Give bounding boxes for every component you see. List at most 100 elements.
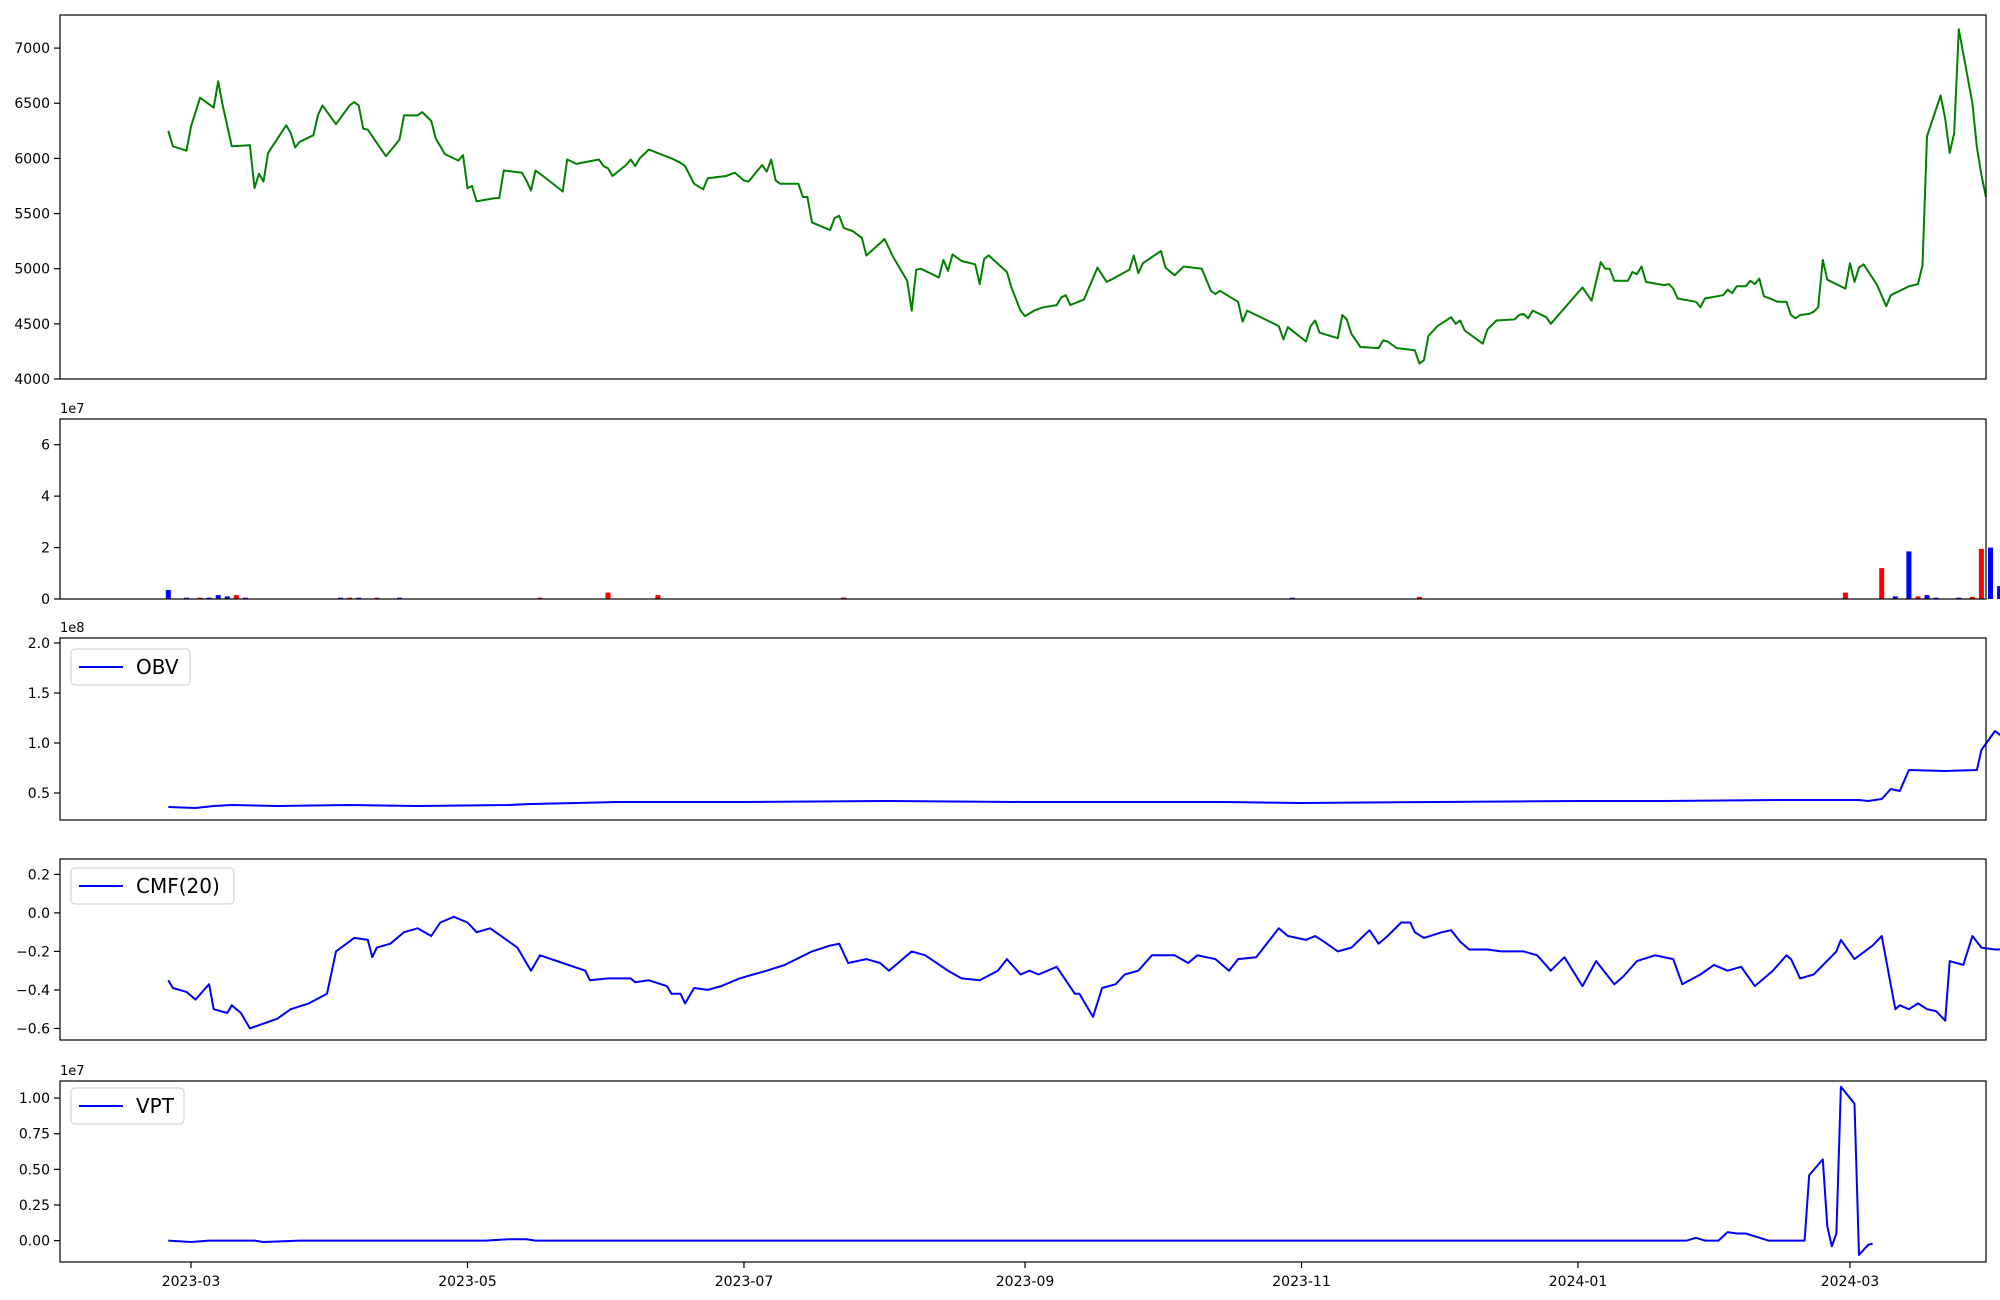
x-tick-label: 2023-07 <box>715 1274 774 1290</box>
volume-bar <box>215 595 221 599</box>
vpt-legend-box <box>70 1087 185 1125</box>
obv-legend-label: OBV <box>136 655 179 679</box>
vpt-axes-frame <box>59 1080 1987 1263</box>
y-tick-label: 0 <box>41 592 50 608</box>
volume-bar <box>374 597 380 599</box>
y-tick-label: 0.25 <box>19 1198 50 1214</box>
volume-bar <box>356 597 362 599</box>
cmf-y-axis: −0.6 −0.4 −0.2 0.0 0.2 <box>16 867 60 1037</box>
volume-bar <box>1289 597 1295 599</box>
y-tick-label: 7000 <box>14 41 50 57</box>
volume-bar <box>1892 596 1898 599</box>
x-tick-label: 2023-09 <box>996 1274 1055 1290</box>
y-tick-label: 6 <box>41 438 50 454</box>
price-series-line <box>167 28 1987 365</box>
x-tick-label: 2024-03 <box>1821 1274 1880 1290</box>
vpt-legend-label: VPT <box>136 1094 175 1118</box>
price-panel: 4000 4500 5000 5500 6000 6500 7000 <box>14 14 1987 388</box>
obv-legend: OBV <box>70 648 191 686</box>
date-x-axis: 2023-03 2023-05 2023-07 2023-09 2023-11 2024-… <box>162 1262 1879 1290</box>
y-tick-label: −0.4 <box>16 983 50 999</box>
volume-bar <box>655 595 661 599</box>
obv-scale-label: 1e8 <box>60 621 85 636</box>
volume-bar <box>347 597 353 599</box>
y-tick-label: 5500 <box>14 207 50 223</box>
y-tick-label: 0.0 <box>28 906 50 922</box>
obv-panel: 0.5 1.0 1.5 2.0 1e8 OBV <box>28 621 2000 821</box>
volume-bar <box>1915 596 1921 599</box>
cmf-legend-box <box>70 867 235 905</box>
volume-bar <box>841 597 847 599</box>
volume-bar <box>1997 586 2000 599</box>
y-tick-label: 4500 <box>14 317 50 333</box>
y-tick-label: 4 <box>41 489 50 505</box>
cmf-axes-frame <box>59 858 1987 1041</box>
vpt-line-layer <box>168 1085 1873 1256</box>
vpt-panel: 0.000.250.500.751.00 2023-03 2023-05 2023-… <box>19 1064 1987 1290</box>
volume-axes-frame <box>59 418 1987 600</box>
y-tick-label: 1.5 <box>28 686 50 702</box>
volume-bar <box>1978 548 1984 599</box>
cmf-legend: CMF(20) <box>70 867 235 905</box>
obv-series-line <box>168 730 2000 809</box>
y-tick-label: 6000 <box>14 151 50 167</box>
volume-bar <box>197 597 203 599</box>
volume-bar <box>537 597 543 599</box>
price-axes-frame <box>59 14 1987 380</box>
price-y-axis: 4000 4500 5000 5500 6000 6500 7000 <box>14 41 60 388</box>
vpt-legend: VPT <box>70 1087 185 1125</box>
volume-bar <box>1969 596 1975 599</box>
obv-axes-frame <box>59 637 1987 821</box>
cmf-series-line <box>167 915 2000 1030</box>
volume-bar <box>233 595 239 599</box>
volume-bar <box>1924 595 1930 599</box>
cmf-legend-label: CMF(20) <box>136 874 220 898</box>
volume-bar <box>224 596 230 599</box>
y-tick-label: −0.2 <box>16 944 50 960</box>
y-tick-label: 0.5 <box>28 786 50 802</box>
obv-y-axis: 0.5 1.0 1.5 2.0 <box>28 636 60 802</box>
volume-panel: 0 2 4 6 1e7 <box>41 402 2000 608</box>
x-tick-label: 2023-11 <box>1272 1274 1331 1290</box>
y-tick-label: 6500 <box>14 96 50 112</box>
price-line-layer <box>167 28 1987 365</box>
volume-bar <box>1879 568 1885 599</box>
y-tick-label: 0.00 <box>19 1234 50 1250</box>
y-tick-label: 0.75 <box>19 1127 50 1143</box>
y-tick-label: 0.2 <box>28 867 50 883</box>
volume-y-axis: 0 2 4 6 <box>41 438 60 608</box>
volume-bar <box>338 597 344 599</box>
y-tick-label: 0.50 <box>19 1162 50 1178</box>
volume-bar <box>184 597 189 599</box>
x-tick-label: 2024-01 <box>1549 1274 1608 1290</box>
vpt-series-line <box>168 1085 1873 1256</box>
y-tick-label: 2 <box>41 541 50 557</box>
y-tick-label: −0.6 <box>16 1021 50 1037</box>
cmf-line-layer <box>167 915 2000 1030</box>
volume-bar <box>1933 597 1939 599</box>
y-tick-label: 4000 <box>14 372 50 388</box>
y-tick-label: 1.0 <box>28 736 50 752</box>
volume-bar <box>165 590 171 599</box>
volume-bar <box>1416 596 1422 599</box>
vpt-y-axis: 0.00 0.25 0.50 0.75 1.00 <box>19 1091 60 1250</box>
volume-scale-label: 1e7 <box>60 402 85 417</box>
volume-bar <box>1842 592 1848 599</box>
x-tick-label: 2023-03 <box>162 1274 221 1290</box>
obv-legend-box <box>70 648 191 686</box>
volume-bar <box>1906 551 1912 599</box>
volume-bars-layer <box>165 547 2000 599</box>
obv-line-layer <box>168 730 2000 809</box>
volume-bar <box>605 592 611 599</box>
x-tick-label: 2023-05 <box>438 1274 497 1290</box>
volume-bar <box>397 597 402 599</box>
cmf-panel: −0.6 −0.4 −0.2 0.0 0.2 CMF(20) <box>16 858 2000 1041</box>
volume-bar <box>206 597 212 599</box>
volume-bar <box>242 597 248 599</box>
y-tick-label: 5000 <box>14 262 50 278</box>
y-tick-label: 1.00 <box>19 1091 50 1107</box>
volume-bar <box>1988 547 1993 599</box>
volume-bar <box>1956 597 1962 599</box>
